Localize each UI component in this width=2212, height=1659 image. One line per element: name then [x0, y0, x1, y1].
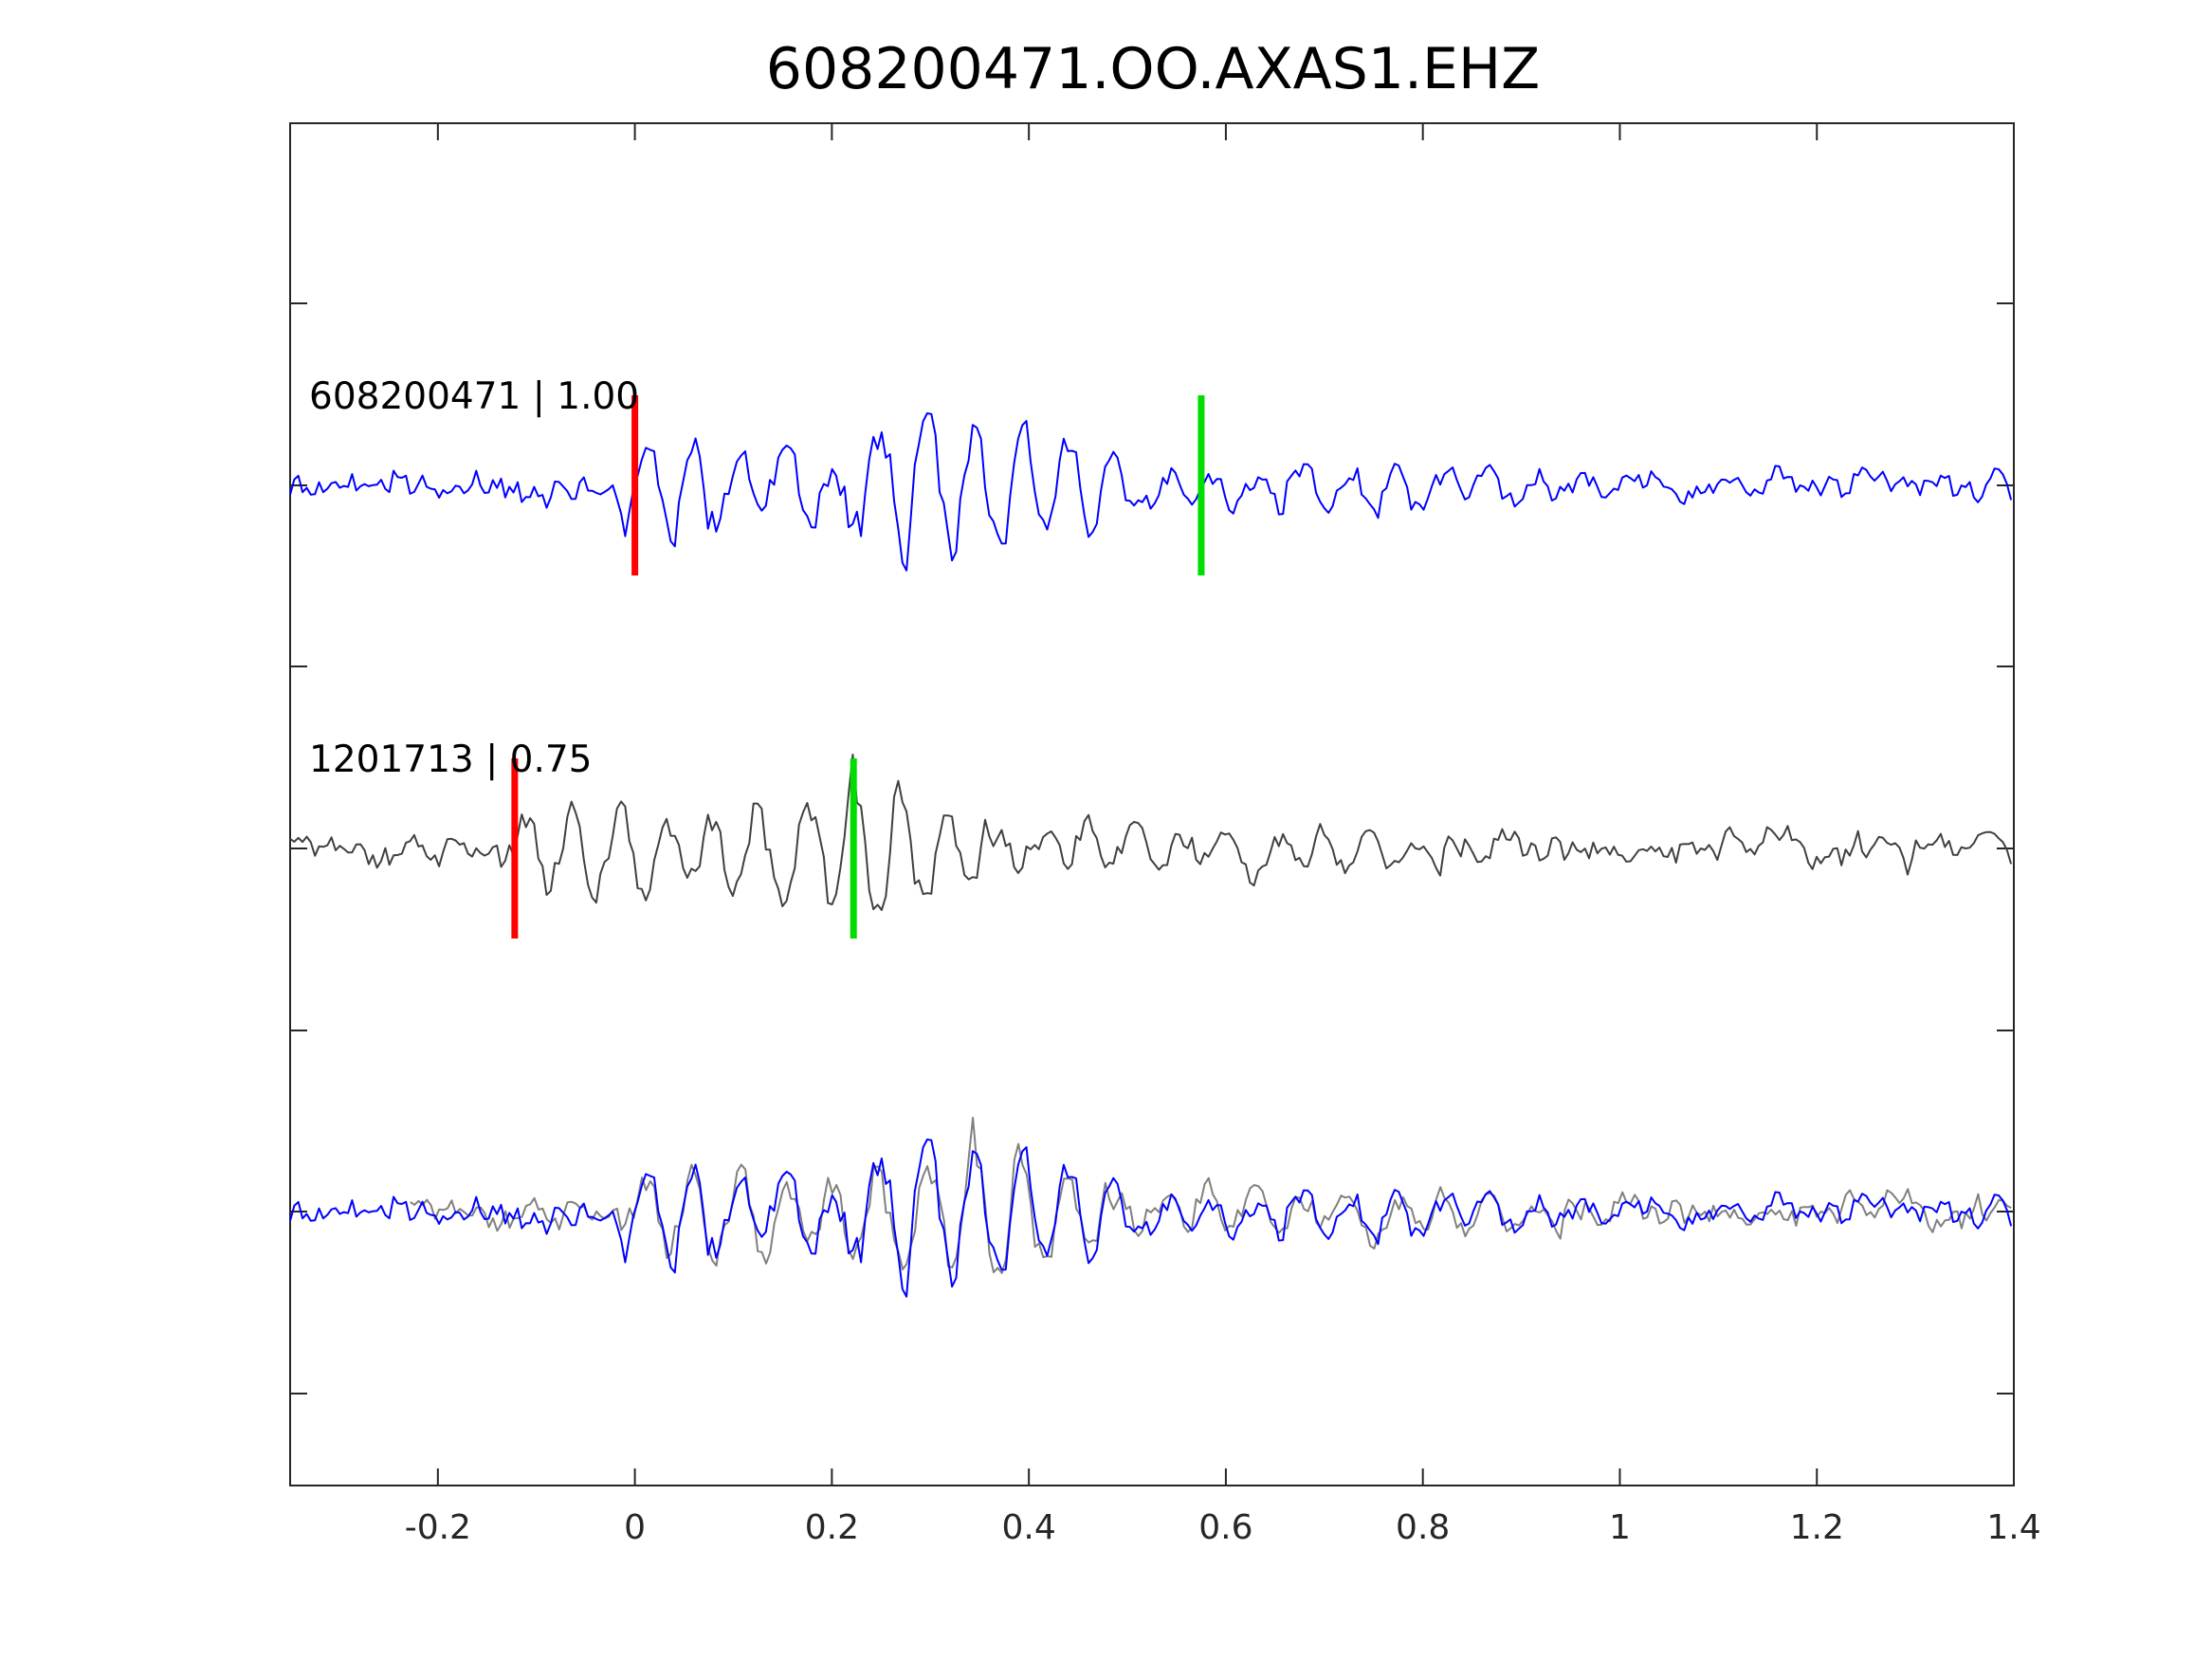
picks-layer	[511, 395, 1205, 939]
x-tick-label: 0.8	[1396, 1508, 1450, 1547]
x-tick-label: 0	[624, 1508, 646, 1547]
trace-overlay-master	[289, 1139, 2013, 1298]
x-tick-label: 0.6	[1198, 1508, 1252, 1547]
trace-neighbor	[289, 754, 2013, 911]
x-axis-tick-labels: -0.2 0 0.2 0.4 0.6 0.8 1 1.2 1.4	[405, 1508, 2041, 1547]
x-tick-label: 1.2	[1790, 1508, 1844, 1547]
y-axis-ticks	[290, 302, 2014, 1395]
x-tick-label: 1	[1609, 1508, 1631, 1547]
trace-label-neighbor: 1201713 | 0.75	[309, 738, 592, 781]
trace-master	[289, 412, 2013, 572]
trace-overlay-neighbor	[410, 1117, 2012, 1274]
x-axis-ticks	[436, 123, 2015, 1486]
x-tick-label: 0.4	[1002, 1508, 1056, 1547]
x-tick-label: 1.4	[1986, 1508, 2040, 1547]
x-tick-label: -0.2	[405, 1508, 471, 1547]
x-tick-label: 0.2	[805, 1508, 859, 1547]
plot-frame	[289, 122, 2015, 1486]
chart-title: 608200471.OO.AXAS1.EHZ	[766, 36, 1540, 102]
traces-layer	[289, 412, 2013, 1298]
trace-label-master: 608200471 | 1.00	[309, 375, 639, 418]
